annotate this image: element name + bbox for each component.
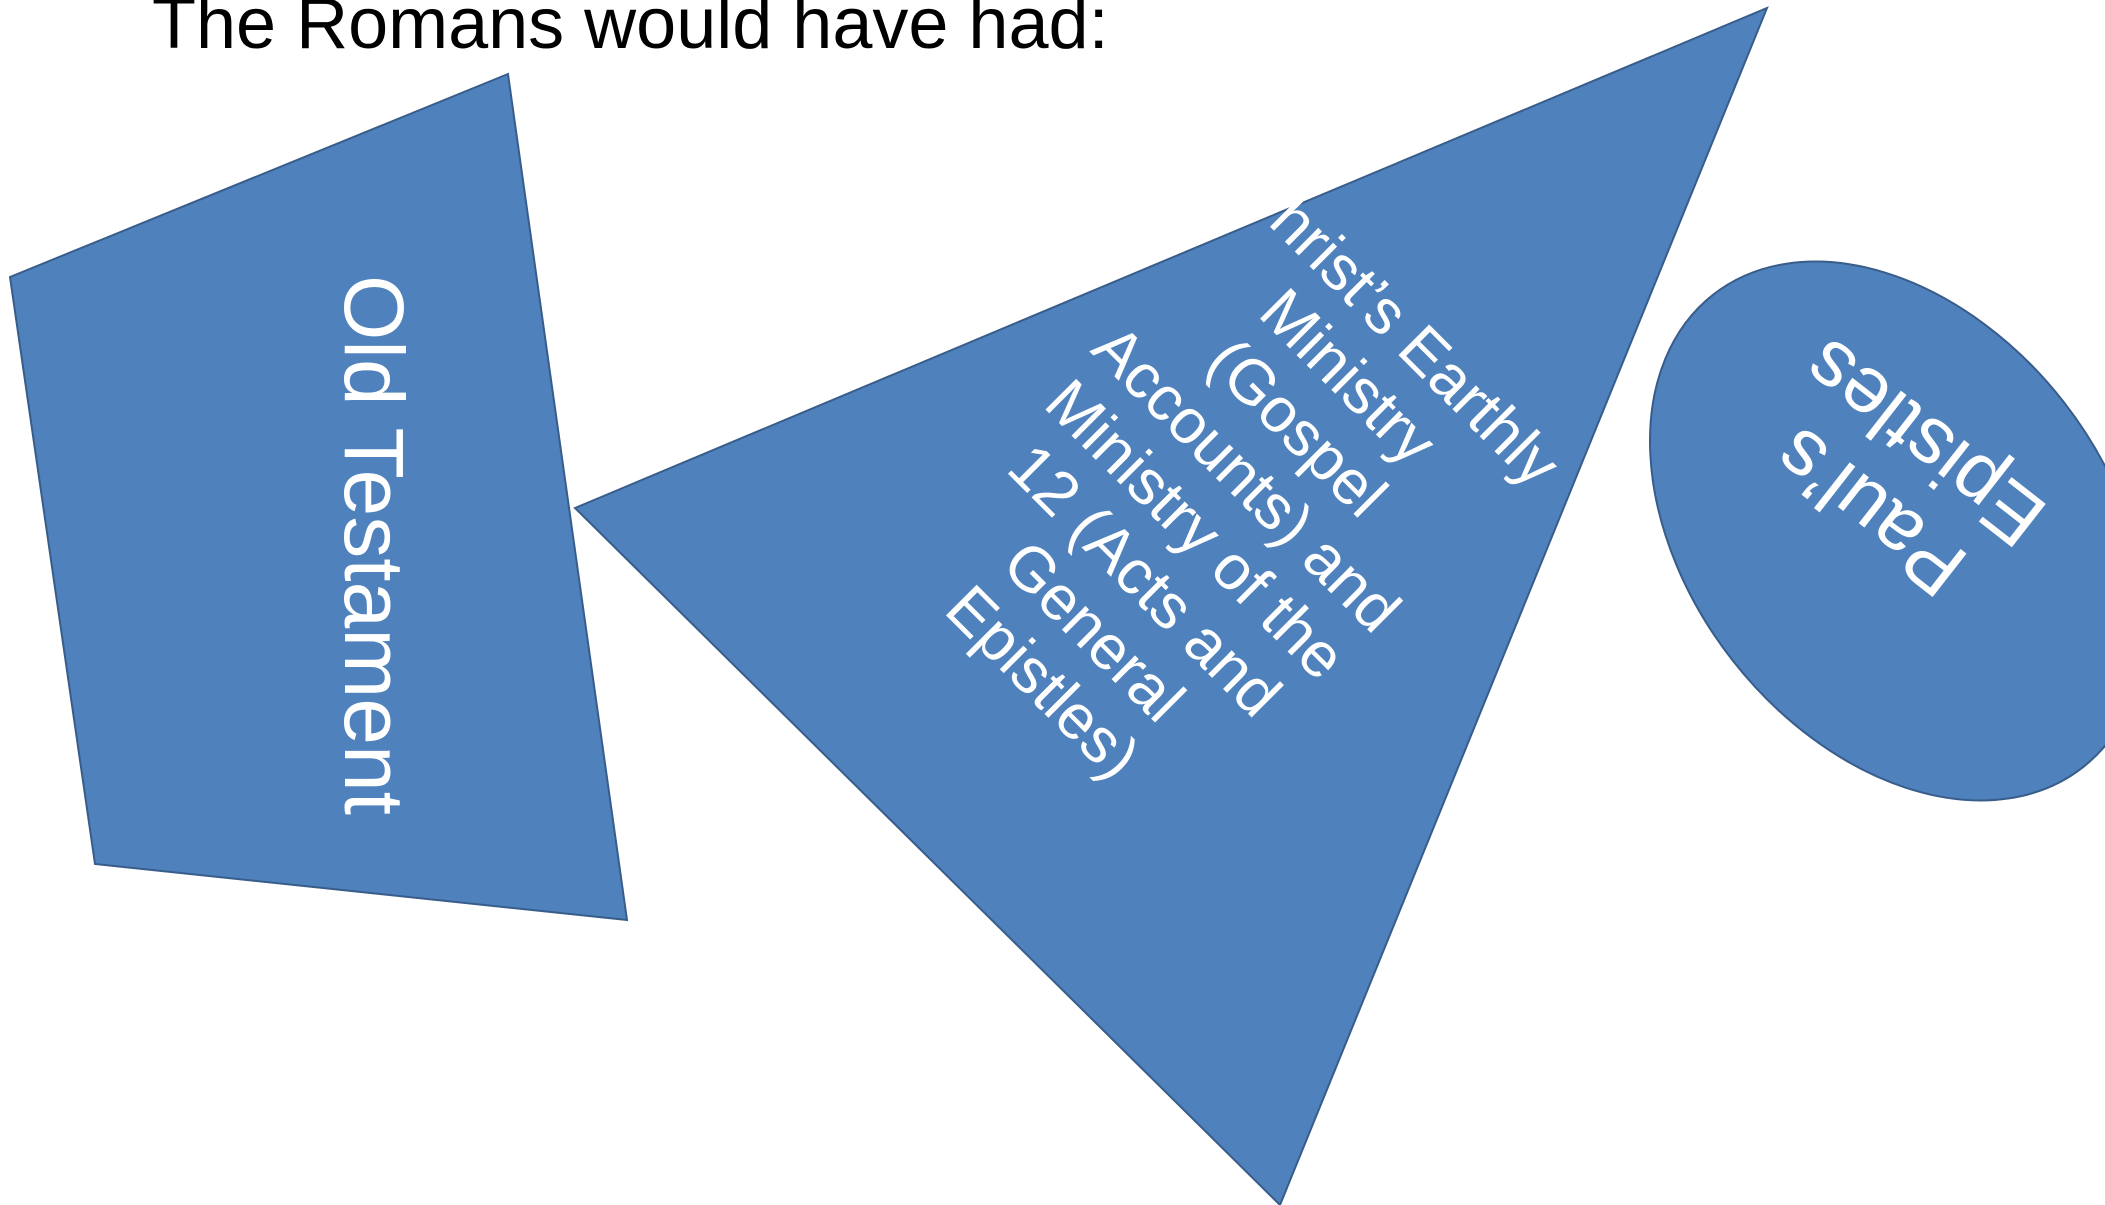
pauls-epistles-shape	[1649, 260, 2105, 802]
christ-ministry-shape	[573, 6, 1769, 1205]
old-testament-shape	[8, 72, 629, 922]
slide-title: The Romans would have had:	[152, 0, 1109, 64]
old-testament-label: Old Testament	[327, 275, 421, 815]
christ-ministry-text: Christ’s Earthly Ministry (Gospel Accoun…	[932, 152, 1573, 793]
